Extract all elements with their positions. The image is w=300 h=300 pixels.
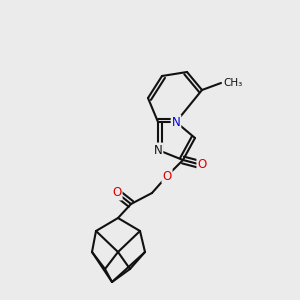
Text: CH₃: CH₃ [223,78,242,88]
Text: N: N [172,116,180,128]
Text: O: O [162,169,172,182]
Text: N: N [154,143,162,157]
Text: O: O [197,158,207,172]
Text: O: O [112,187,122,200]
